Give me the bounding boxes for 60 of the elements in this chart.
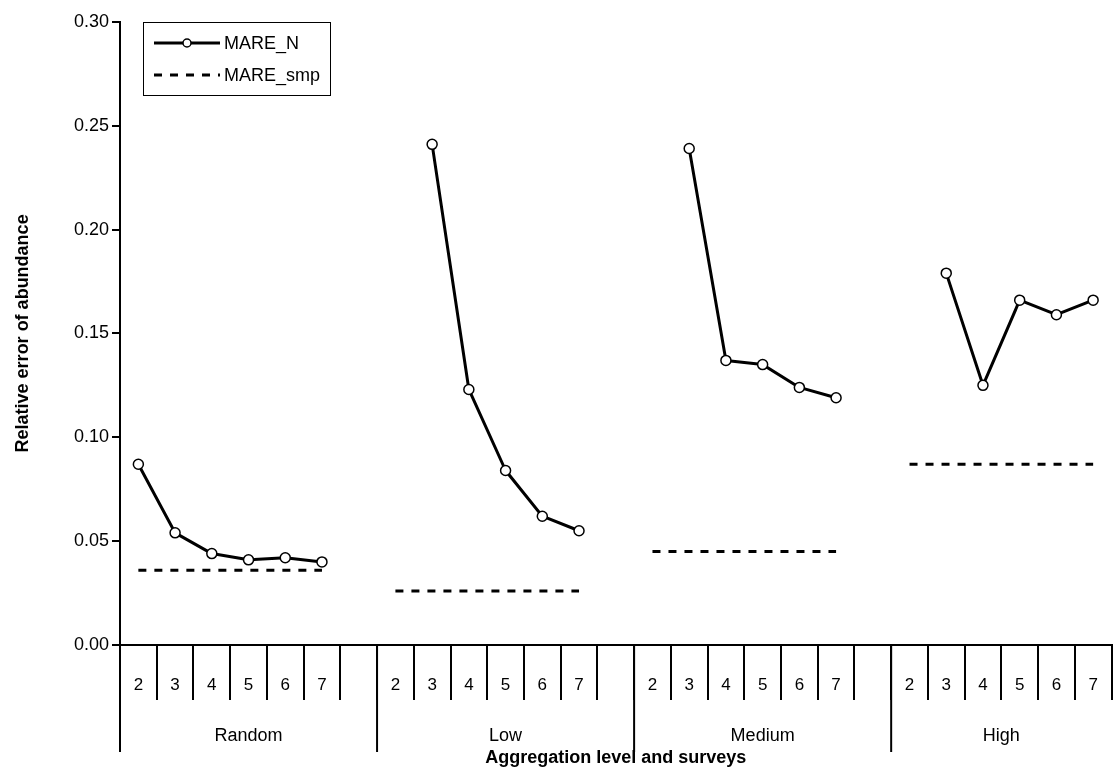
point [830,392,842,404]
x-axis-title: Aggregation level and surveys [485,747,747,768]
x-tick-label: 5 [243,674,254,694]
legend-label: MARE_smp [224,64,321,86]
point [132,458,145,471]
x-tick-label: 3 [170,674,180,694]
point [793,381,806,394]
point [573,525,585,537]
point [977,379,989,392]
x-tick-label: 7 [317,674,327,694]
point [940,267,952,279]
x-tick-label: 3 [684,674,694,694]
point [756,358,769,371]
x-tick-label: 4 [978,674,988,694]
x-tick-label: 2 [904,674,915,694]
x-tick-label: 3 [427,674,437,694]
y-tick-label: 0.25 [73,114,109,135]
point [206,547,218,560]
y-tick-label: 0.15 [73,322,109,343]
x-tick-label: 7 [831,674,841,694]
y-tick-label: 0.05 [73,530,109,551]
point [720,354,732,367]
x-tick-label: 2 [133,674,144,694]
x-tick-label: 6 [794,674,805,694]
text: Medium [730,724,795,745]
point [1013,294,1026,306]
text: Random [214,724,283,745]
x-tick-label: 5 [1014,674,1025,694]
text: High [982,724,1020,745]
x-tick-label: 4 [207,674,217,694]
x-tick-label: 6 [1051,674,1062,694]
x-tick-label: 7 [1088,674,1098,694]
x-tick-label: 3 [941,674,951,694]
point [463,383,475,396]
legend-label: MARE_N [224,32,300,54]
x-tick-label: 7 [574,674,584,694]
y-tick-label: 0.10 [73,426,109,447]
text: Low [489,724,524,745]
x-tick-label: 5 [500,674,511,694]
point [683,142,695,155]
point [242,554,255,566]
x-tick-label: 2 [647,674,658,694]
x-tick-label: 4 [464,674,474,694]
point [279,552,291,564]
x-tick-label: 5 [757,674,768,694]
y-tick-label: 0.20 [73,218,109,239]
y-axis-title: Relative error of abundance [11,214,32,453]
x-tick-label: 6 [537,674,548,694]
x-tick-label: 6 [280,674,290,694]
point [316,556,328,568]
point [536,510,549,522]
point [1087,294,1099,306]
y-tick-label: 0.30 [73,10,109,31]
point [426,138,438,151]
x-tick-label: 2 [390,674,401,694]
x-tick-label: 4 [721,674,731,694]
point [499,464,512,477]
y-tick-label: 0.00 [73,633,109,654]
point [1050,308,1063,321]
point [169,527,181,539]
